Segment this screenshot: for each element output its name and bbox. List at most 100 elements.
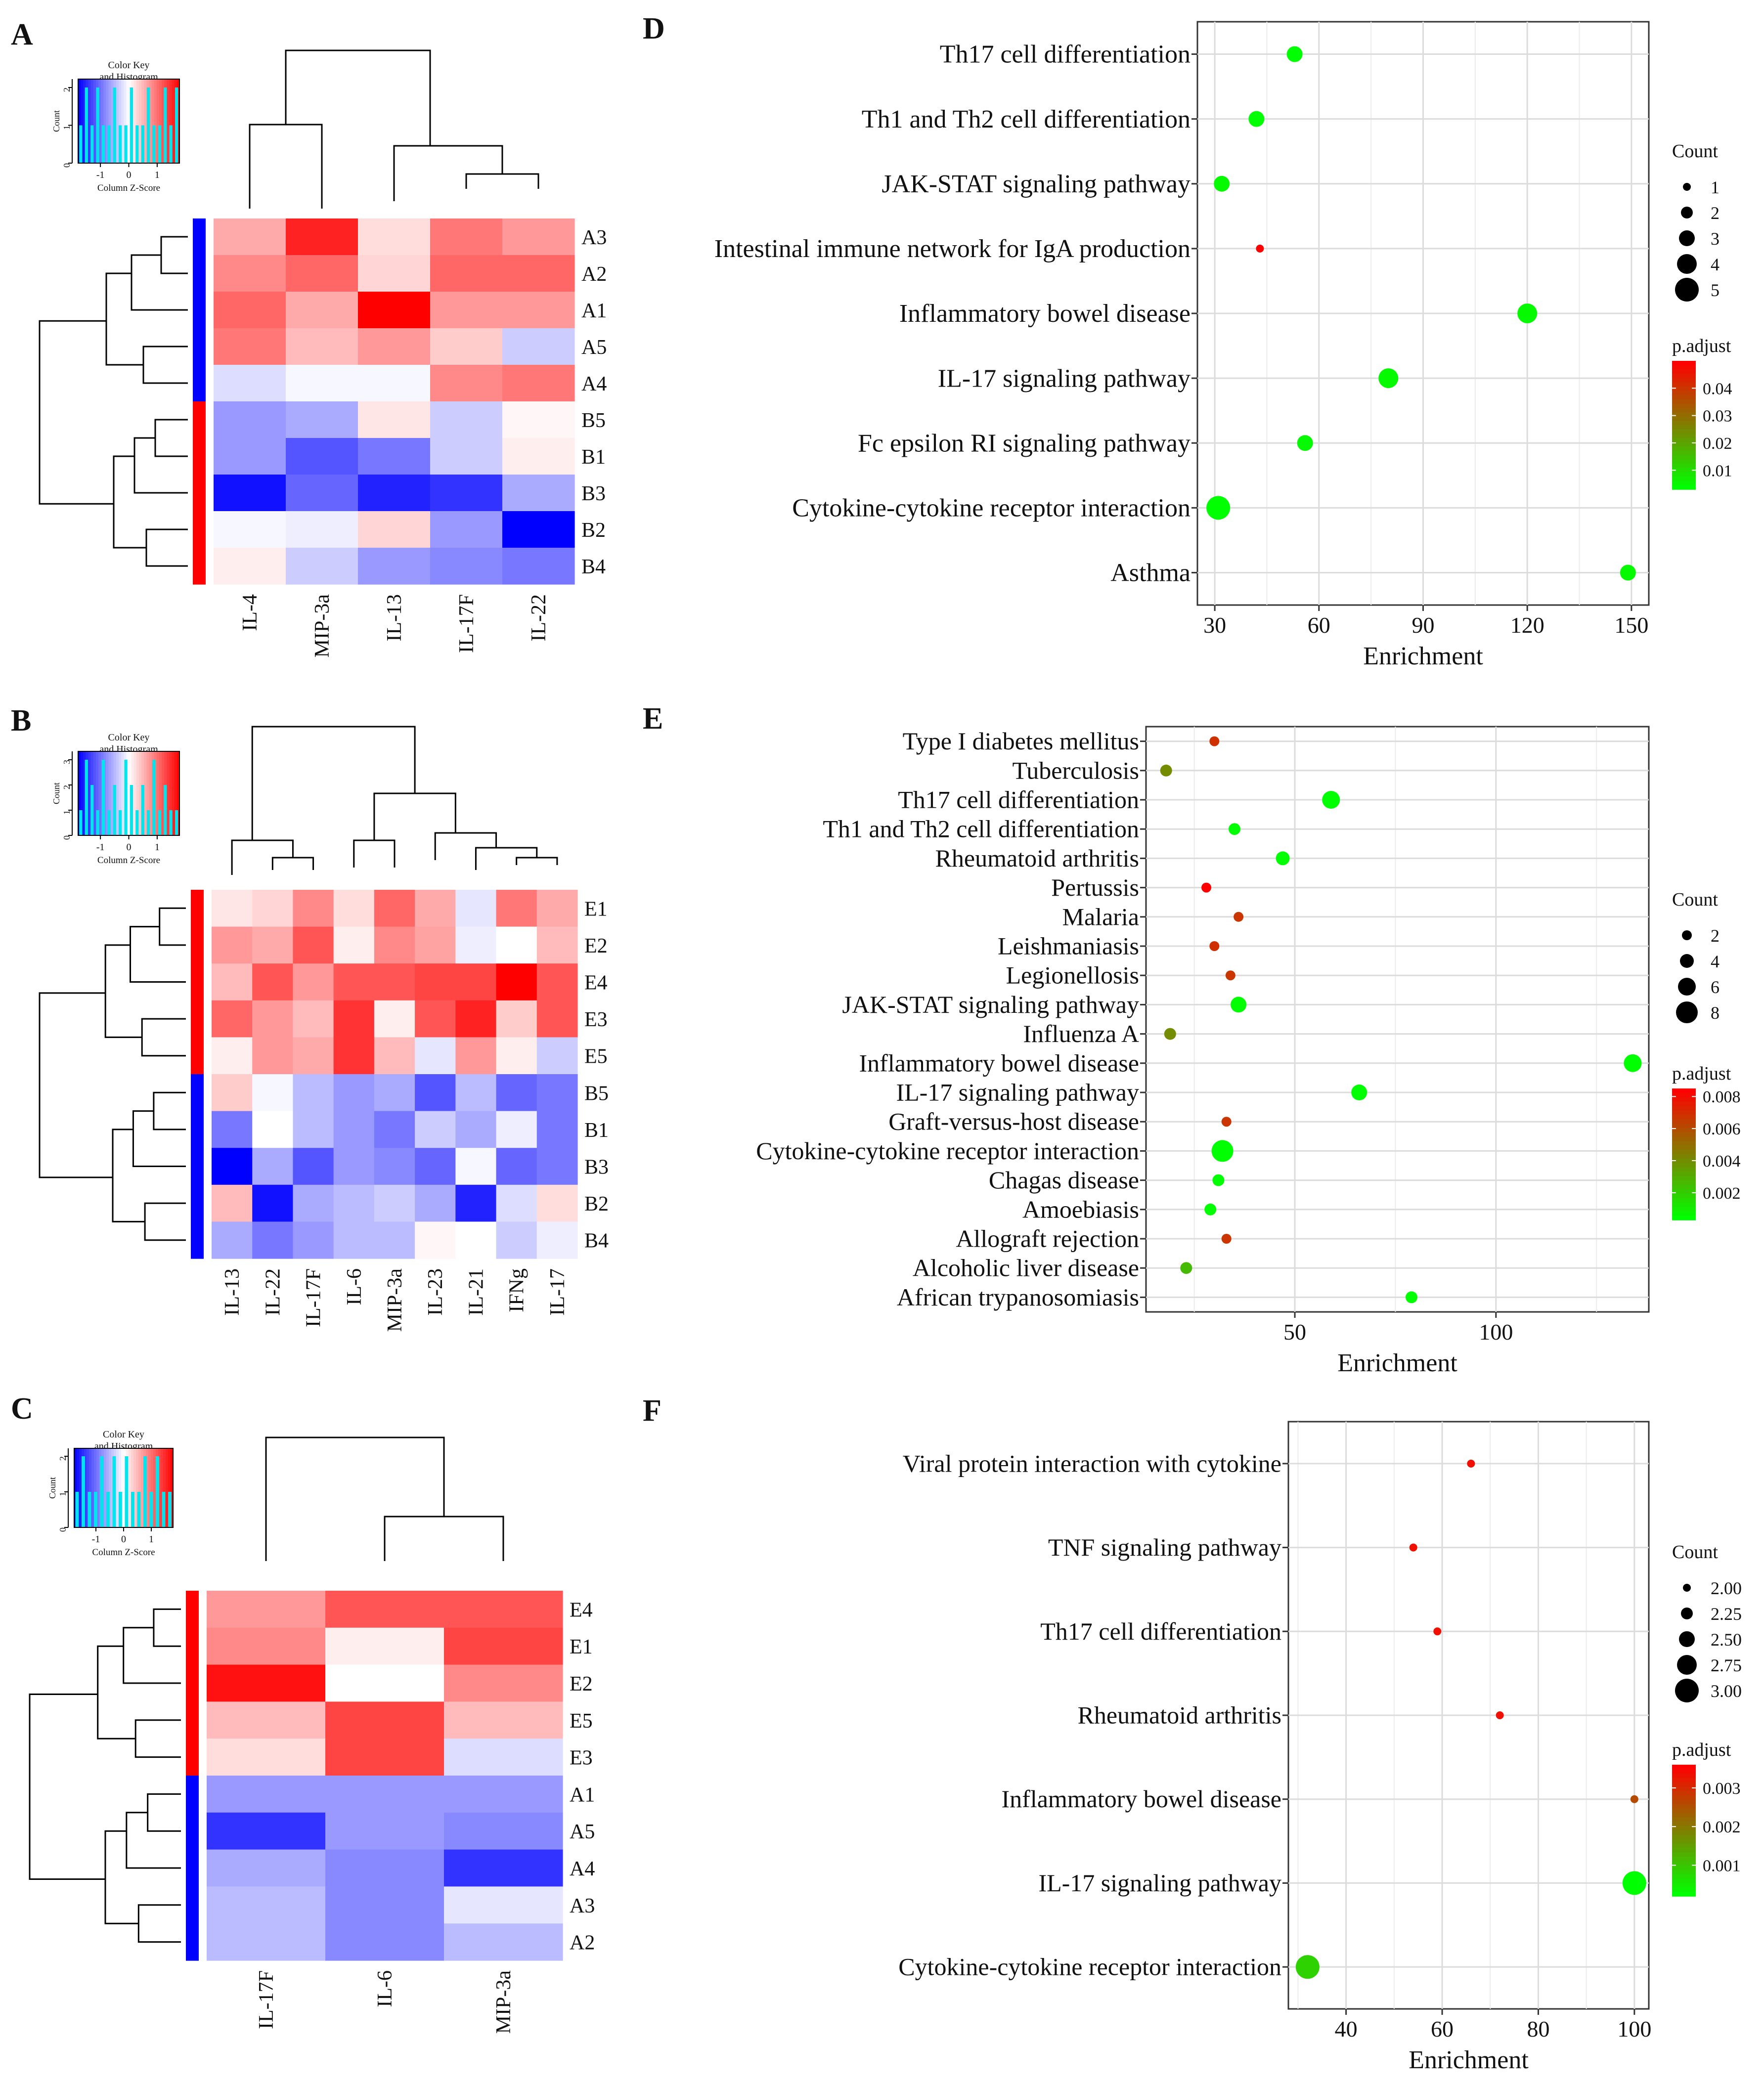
data-point	[1351, 1085, 1367, 1100]
row-group-bar	[193, 218, 206, 256]
row-label: E5	[584, 1045, 608, 1068]
padj-legend-gradient	[1672, 1136, 1696, 1142]
row-dendrogram-link	[159, 907, 186, 946]
heatmap-cell	[455, 890, 497, 927]
row-dendrogram-link	[104, 1830, 139, 1924]
heatmap-cell	[455, 1000, 497, 1038]
data-point	[1256, 244, 1264, 253]
color-key-title: Color Key	[108, 60, 150, 71]
heatmap-cell	[293, 926, 334, 964]
row-group-bar	[186, 1664, 199, 1702]
heatmap-cell	[207, 1923, 326, 1961]
heatmap-cell	[374, 926, 415, 964]
heatmap-cell	[207, 1664, 326, 1702]
count-legend-title: Count	[1672, 1542, 1718, 1563]
padj-legend-gradient	[1672, 1154, 1696, 1159]
padj-legend-gradient	[1672, 1822, 1696, 1826]
color-key-gradient	[163, 1448, 166, 1527]
heatmap-cell	[252, 890, 294, 927]
row-dendrogram-link	[126, 1812, 181, 1869]
y-category-label: Asthma	[1110, 559, 1191, 587]
row-group-bar	[186, 1812, 199, 1850]
row-label: A3	[581, 226, 607, 249]
color-key-gradient	[131, 1448, 134, 1527]
column-label: IL-17F	[255, 1970, 278, 2029]
data-point	[1212, 1174, 1225, 1186]
data-point	[1211, 1140, 1234, 1162]
heatmap-cell	[325, 1701, 444, 1739]
color-key-gradient	[116, 751, 119, 835]
column-label: IL-13	[221, 1268, 244, 1316]
padj-legend-gradient	[1672, 429, 1696, 435]
padj-legend-gradient	[1672, 1132, 1696, 1137]
color-key-gradient	[106, 1448, 109, 1527]
color-key-gradient	[116, 79, 119, 163]
count-legend-label: 2.50	[1711, 1630, 1742, 1650]
heatmap-cell	[502, 438, 575, 475]
padj-legend-gradient	[1672, 1799, 1696, 1805]
color-key-gradient	[119, 1448, 122, 1527]
padj-legend-gradient	[1672, 1791, 1696, 1796]
heatmap-cell	[207, 1812, 326, 1850]
y-category-label: Graft-versus-host disease	[888, 1108, 1139, 1135]
heatmap-cell	[207, 1627, 326, 1665]
column-dendrogram-link	[516, 857, 558, 865]
y-category-label: Amoebiasis	[1022, 1195, 1139, 1223]
column-label: IL-4	[239, 594, 262, 631]
heatmap-A: A3 A2 A1 A5 A4 B5 B1 B3 B2 B4 IL-4 MIP-3a IL-13 IL-17…	[39, 49, 607, 657]
color-key-gradient	[176, 79, 180, 163]
y-category-label: African trypanosomiasis	[897, 1283, 1139, 1311]
heatmap-cell	[502, 548, 575, 585]
heatmap-cell	[212, 963, 253, 1001]
heatmap-cell	[333, 890, 375, 927]
row-label: B5	[581, 409, 606, 432]
row-group-bar	[191, 1184, 204, 1222]
data-point	[1322, 791, 1340, 809]
heatmap-cell	[502, 365, 575, 402]
padj-legend-gradient	[1672, 1106, 1696, 1111]
color-key-ytick-label: 0	[62, 163, 72, 168]
color-key-gradient	[109, 1448, 112, 1527]
color-key-gradient	[104, 1448, 107, 1527]
heatmap-cell	[374, 1221, 415, 1259]
histogram-bar	[152, 125, 156, 163]
color-key-gradient	[148, 1448, 151, 1527]
heatmap-cell	[430, 292, 503, 329]
padj-legend-gradient	[1672, 1765, 1696, 1770]
count-legend-label: 3	[1711, 229, 1720, 249]
heatmap-cell	[286, 401, 358, 438]
data-point	[1295, 1955, 1320, 1979]
heatmap-cell	[212, 1111, 253, 1148]
color-key-gradient	[108, 79, 112, 163]
panel-label-a: A	[11, 18, 33, 51]
histogram-bar	[96, 87, 99, 163]
histogram-bar	[135, 810, 139, 835]
count-legend-label: 2.00	[1711, 1578, 1742, 1598]
heatmap-cell	[358, 401, 431, 438]
data-point	[1620, 565, 1636, 581]
padj-legend-label: 0.01	[1703, 462, 1732, 480]
color-key-gradient	[174, 751, 177, 835]
column-label: IL-21	[465, 1268, 487, 1316]
padj-legend-gradient	[1672, 1817, 1696, 1823]
x-tick-label: 90	[1412, 612, 1435, 638]
color-key-gradient	[162, 751, 165, 835]
row-group-bar	[191, 963, 204, 1001]
padj-legend-gradient	[1672, 1207, 1696, 1212]
heatmap-cell	[430, 511, 503, 548]
padj-legend-gradient	[1672, 382, 1696, 387]
padj-legend-gradient	[1672, 468, 1696, 473]
column-label: IL-17F	[455, 594, 478, 653]
data-point	[1622, 1871, 1646, 1895]
color-key-gradient	[103, 751, 107, 835]
heatmap-cell	[455, 1148, 497, 1185]
color-key-ytick-label: 1	[62, 810, 72, 815]
row-label: A2	[581, 263, 607, 286]
padj-legend-gradient	[1672, 1115, 1696, 1120]
row-group-bar	[193, 511, 206, 548]
padj-legend-gradient	[1672, 378, 1696, 383]
row-group-bar	[193, 438, 206, 475]
heatmap-cell	[502, 328, 575, 365]
padj-legend-gradient	[1672, 1852, 1696, 1857]
